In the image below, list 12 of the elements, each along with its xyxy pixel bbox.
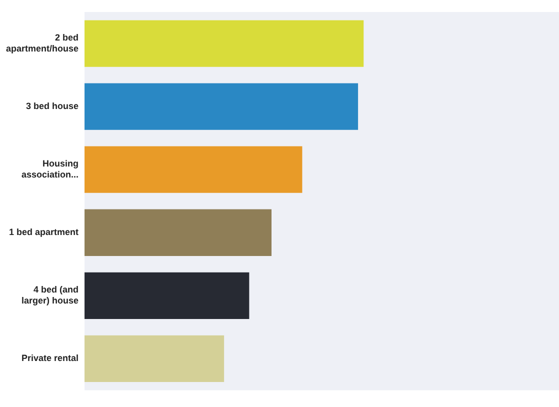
bar bbox=[84, 83, 358, 130]
bar bbox=[84, 146, 302, 193]
y-tick-label: Housing association... bbox=[21, 158, 79, 180]
y-tick-label: 4 bed (and larger) house bbox=[22, 284, 79, 306]
bar bbox=[84, 209, 272, 256]
bar bbox=[84, 272, 250, 319]
y-tick-label: 3 bed house bbox=[26, 101, 79, 112]
y-tick-label: 2 bed apartment/house bbox=[6, 32, 79, 54]
bar bbox=[84, 335, 224, 382]
bar bbox=[84, 20, 364, 67]
y-tick-label: 1 bed apartment bbox=[8, 227, 79, 238]
y-tick-label: Private rental bbox=[21, 353, 79, 364]
